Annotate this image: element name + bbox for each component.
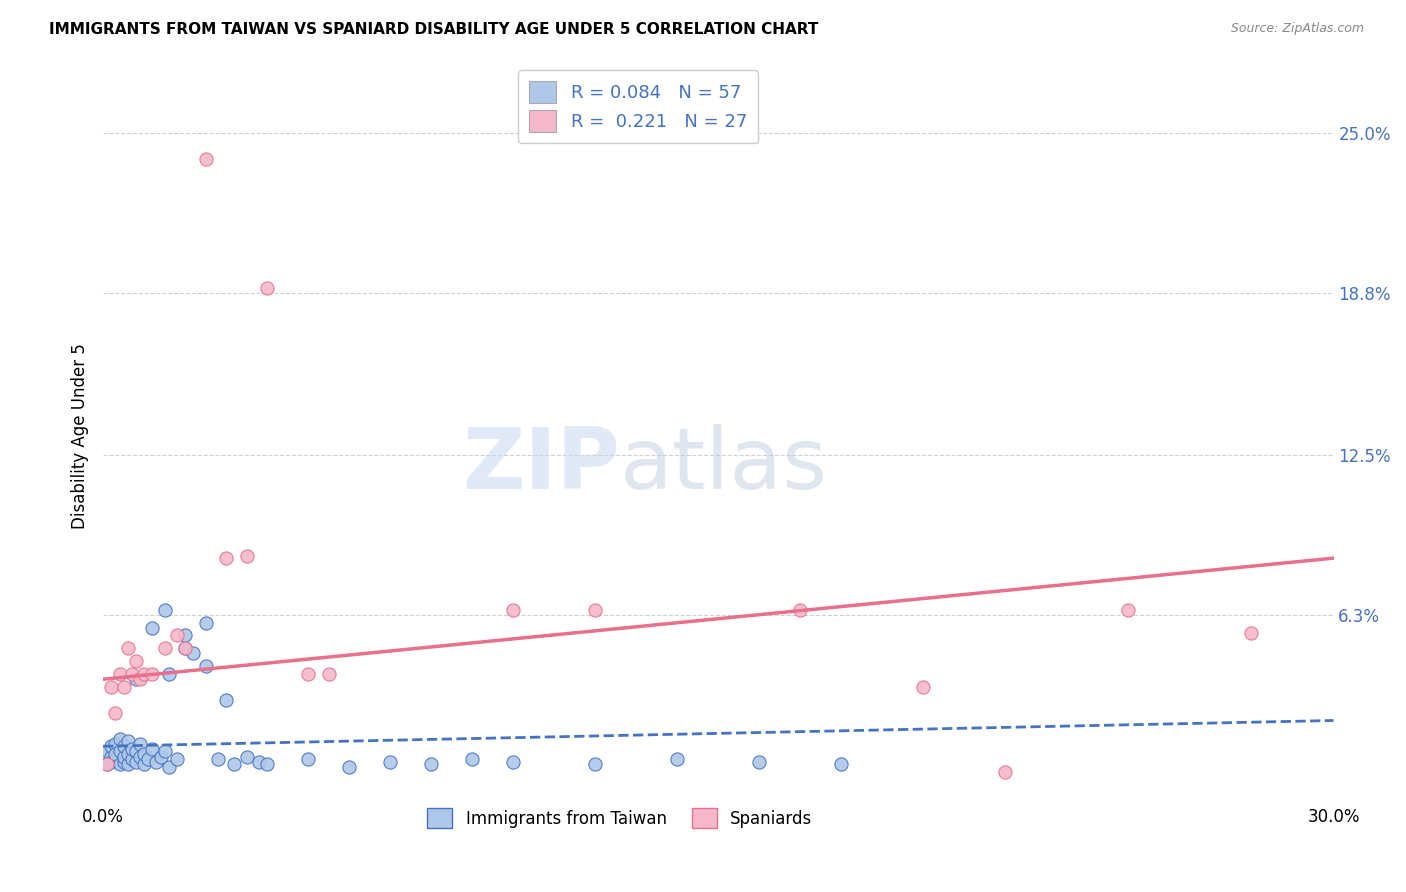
Point — [100, 680, 122, 694]
Point — [420, 757, 443, 772]
Point — [461, 752, 484, 766]
Point — [125, 755, 148, 769]
Point — [136, 752, 159, 766]
Point — [297, 752, 319, 766]
Point — [121, 742, 143, 756]
Point — [256, 280, 278, 294]
Point — [380, 755, 402, 769]
Point — [129, 749, 152, 764]
Point — [194, 659, 217, 673]
Point — [157, 667, 180, 681]
Point — [117, 641, 139, 656]
Point — [337, 760, 360, 774]
Point — [108, 744, 131, 758]
Text: ZIP: ZIP — [463, 424, 620, 507]
Point — [134, 747, 156, 761]
Point — [145, 755, 167, 769]
Point — [141, 667, 163, 681]
Point — [112, 680, 135, 694]
Point — [157, 760, 180, 774]
Point — [183, 647, 205, 661]
Point — [174, 628, 197, 642]
Point — [129, 737, 152, 751]
Point — [297, 667, 319, 681]
Point — [153, 744, 176, 758]
Point — [100, 755, 122, 769]
Point — [1118, 603, 1140, 617]
Point — [108, 667, 131, 681]
Point — [666, 752, 689, 766]
Legend: Immigrants from Taiwan, Spaniards: Immigrants from Taiwan, Spaniards — [420, 801, 820, 835]
Point — [215, 551, 238, 566]
Point — [117, 734, 139, 748]
Text: IMMIGRANTS FROM TAIWAN VS SPANIARD DISABILITY AGE UNDER 5 CORRELATION CHART: IMMIGRANTS FROM TAIWAN VS SPANIARD DISAB… — [49, 22, 818, 37]
Point — [117, 747, 139, 761]
Point — [153, 641, 176, 656]
Point — [96, 757, 118, 772]
Y-axis label: Disability Age Under 5: Disability Age Under 5 — [72, 343, 89, 529]
Point — [174, 641, 197, 656]
Point — [149, 749, 172, 764]
Point — [104, 747, 127, 761]
Point — [141, 742, 163, 756]
Point — [112, 749, 135, 764]
Point — [125, 744, 148, 758]
Point — [104, 737, 127, 751]
Point — [256, 757, 278, 772]
Point — [994, 765, 1017, 780]
Point — [748, 755, 770, 769]
Point — [235, 549, 257, 563]
Point — [134, 667, 156, 681]
Point — [224, 757, 246, 772]
Point — [583, 757, 606, 772]
Point — [104, 706, 127, 720]
Point — [96, 744, 118, 758]
Point — [100, 749, 122, 764]
Point — [830, 757, 852, 772]
Point — [247, 755, 270, 769]
Point — [174, 641, 197, 656]
Point — [125, 673, 148, 687]
Point — [121, 667, 143, 681]
Point — [583, 603, 606, 617]
Point — [789, 603, 811, 617]
Point — [502, 755, 524, 769]
Point — [121, 752, 143, 766]
Point — [1240, 626, 1263, 640]
Point — [125, 654, 148, 668]
Point — [194, 615, 217, 630]
Point — [235, 749, 257, 764]
Point — [502, 603, 524, 617]
Point — [108, 731, 131, 746]
Point — [112, 755, 135, 769]
Point — [129, 673, 152, 687]
Point — [104, 752, 127, 766]
Point — [912, 680, 935, 694]
Point — [166, 752, 188, 766]
Point — [117, 757, 139, 772]
Text: Source: ZipAtlas.com: Source: ZipAtlas.com — [1230, 22, 1364, 36]
Point — [100, 739, 122, 754]
Point — [318, 667, 340, 681]
Point — [141, 621, 163, 635]
Point — [108, 757, 131, 772]
Point — [194, 152, 217, 166]
Point — [207, 752, 229, 766]
Point — [215, 693, 238, 707]
Point — [112, 739, 135, 754]
Text: atlas: atlas — [620, 424, 828, 507]
Point — [153, 603, 176, 617]
Point — [166, 628, 188, 642]
Point — [134, 757, 156, 772]
Point — [96, 757, 118, 772]
